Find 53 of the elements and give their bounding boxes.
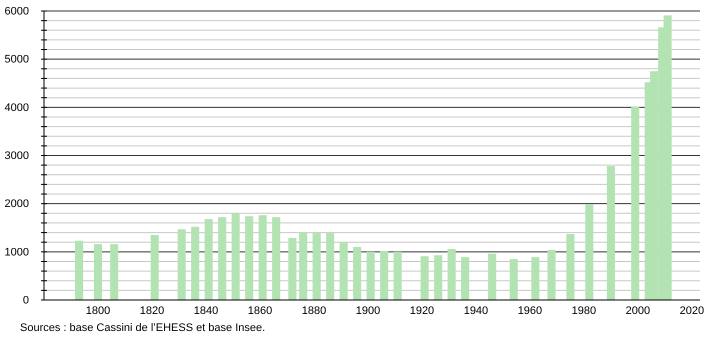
bar [434,255,442,300]
bar [488,254,496,300]
bar [150,234,159,300]
bar [204,219,213,300]
x-tick-label: 1880 [302,304,326,317]
bar [380,250,388,300]
bar [631,106,640,300]
bar [178,229,186,300]
x-tick-label: 1920 [410,304,434,317]
bar [566,234,574,300]
source-note: Sources : base Cassini de l’EHESS et base Insee. [20,322,266,334]
bar [94,244,102,300]
bar [218,217,226,300]
bar [288,238,296,300]
bar [394,252,402,300]
x-tick-label: 1820 [140,304,164,317]
bar [110,244,118,300]
x-tick-label: 1860 [248,304,272,317]
bar [510,259,518,300]
x-tick-label: 1900 [356,304,380,317]
bar [585,204,594,300]
bar [245,216,254,300]
y-tick-label: 0 [22,294,29,307]
x-tick-label: 2020 [680,304,704,317]
bar [312,233,321,300]
x-tick-label: 1940 [464,304,488,317]
bar [258,215,267,300]
y-tick-label: 4000 [4,102,29,114]
bar [461,257,470,300]
bar [420,256,429,300]
bar [353,247,362,300]
bar [272,217,280,300]
y-tick-label: 2000 [4,198,29,210]
bar [531,257,540,300]
y-tick-label: 3000 [4,150,29,162]
bar [191,226,200,300]
x-tick-label: 1840 [194,304,218,317]
bar [547,250,556,300]
bar [340,242,348,300]
bar [75,240,84,300]
bar [606,166,615,300]
y-tick-label: 1000 [4,246,29,258]
x-tick-label: 1980 [572,304,596,317]
y-tick-label: 6000 [4,6,29,18]
bar [366,252,375,300]
x-tick-label: 2000 [626,304,650,317]
bar [448,248,456,300]
bar [326,233,334,300]
x-tick-label: 1960 [518,304,542,317]
y-tick-label: 5000 [4,54,29,66]
x-tick-label: 1800 [86,304,110,317]
bar [299,232,308,300]
bar [232,213,240,300]
